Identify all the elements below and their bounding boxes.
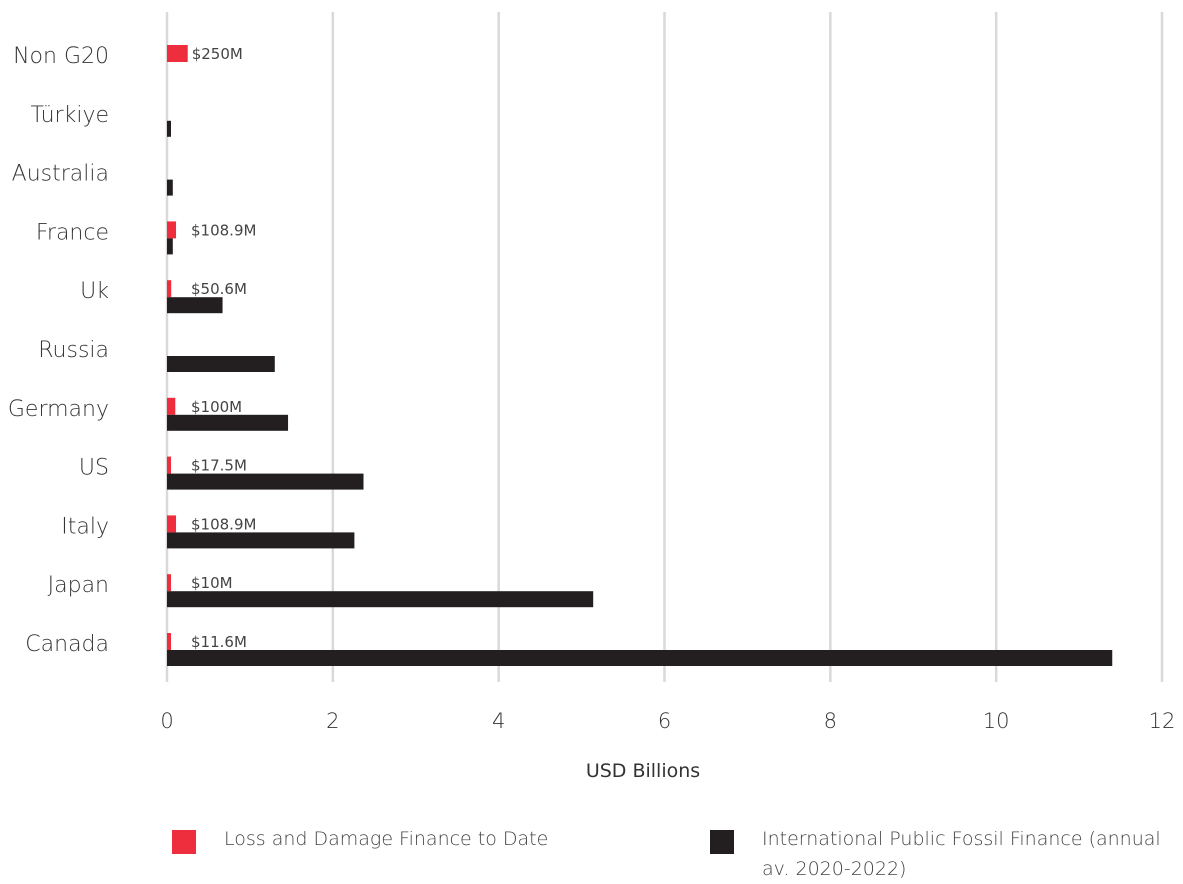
chart: 0 2 4 6 8 10 12 Non G20 $250M Türkiye Australia Fra… <box>8 12 1175 782</box>
bar-loss-damage-6 <box>167 397 176 415</box>
legend-item-fossil-finance: International Public Fossil Finance (ann… <box>710 824 1172 884</box>
data-label-0: $250M <box>192 45 243 63</box>
x-axis-title: USD Billions <box>586 760 700 782</box>
category-label-1: Türkiye <box>31 103 110 128</box>
category-label-4: Uk <box>80 279 109 304</box>
bar-fossil-finance-3 <box>167 238 173 255</box>
category-label-2: Australia <box>12 162 109 187</box>
data-label-10: $11.6M <box>191 633 247 651</box>
bar-loss-damage-4 <box>167 280 172 298</box>
data-label-6: $100M <box>191 398 242 416</box>
data-label-3: $108.9M <box>191 221 256 239</box>
legend-swatch-red <box>172 830 196 854</box>
x-tick-label-4: 8 <box>824 709 837 733</box>
bars <box>167 45 1113 666</box>
x-tick-label-3: 6 <box>658 709 671 733</box>
bar-loss-damage-7 <box>167 456 171 474</box>
x-tick-label-1: 2 <box>326 709 339 733</box>
category-label-7: US <box>79 456 109 481</box>
bar-fossil-finance-10 <box>167 650 1113 666</box>
bar-loss-damage-3 <box>167 221 177 239</box>
bar-loss-damage-10 <box>167 633 171 650</box>
category-label-9: Japan <box>48 573 109 598</box>
data-label-4: $50.6M <box>191 280 247 298</box>
bar-fossil-finance-5 <box>167 356 275 372</box>
x-tick-label-5: 10 <box>983 709 1010 733</box>
category-label-0: Non G20 <box>13 44 109 69</box>
bar-fossil-finance-8 <box>167 532 355 549</box>
x-tick-label-0: 0 <box>160 709 173 733</box>
legend-label-loss-damage: Loss and Damage Finance to Date <box>224 828 549 850</box>
bar-fossil-finance-4 <box>167 297 223 314</box>
data-label-9: $10M <box>191 574 233 592</box>
legend-swatch-black <box>710 830 734 854</box>
bar-loss-damage-9 <box>167 574 171 592</box>
bar-fossil-finance-2 <box>167 179 173 196</box>
legend: Loss and Damage Finance to Date Internat… <box>0 818 1183 884</box>
bar-fossil-finance-7 <box>167 473 364 490</box>
category-label-3: France <box>36 220 109 245</box>
gridlines <box>165 12 1164 682</box>
bar-fossil-finance-1 <box>167 120 171 137</box>
category-label-10: Canada <box>25 632 109 657</box>
legend-label-fossil-finance: International Public Fossil Finance (ann… <box>762 828 1161 880</box>
category-label-5: Russia <box>38 338 109 363</box>
data-label-7: $17.5M <box>191 457 247 475</box>
labels: 0 2 4 6 8 10 12 Non G20 $250M Türkiye Australia Fra… <box>8 44 1175 733</box>
category-label-6: Germany <box>8 397 109 422</box>
x-tick-label-2: 4 <box>492 709 505 733</box>
bar-fossil-finance-9 <box>167 591 594 608</box>
data-label-8: $108.9M <box>191 515 256 533</box>
legend-item-loss-damage: Loss and Damage Finance to Date <box>172 824 644 854</box>
category-label-8: Italy <box>61 514 109 539</box>
bar-fossil-finance-6 <box>167 414 289 431</box>
bar-loss-damage-0 <box>167 45 188 62</box>
bar-loss-damage-8 <box>167 515 177 533</box>
x-tick-label-6: 12 <box>1149 709 1176 733</box>
